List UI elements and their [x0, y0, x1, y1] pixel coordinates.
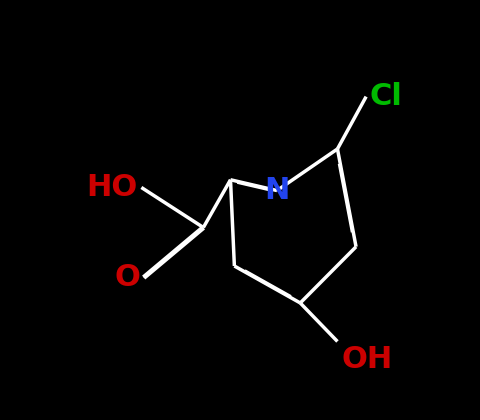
Text: Cl: Cl: [370, 82, 403, 111]
Text: N: N: [264, 176, 290, 205]
Text: O: O: [114, 263, 140, 292]
Text: OH: OH: [341, 345, 393, 374]
Text: HO: HO: [86, 173, 138, 202]
